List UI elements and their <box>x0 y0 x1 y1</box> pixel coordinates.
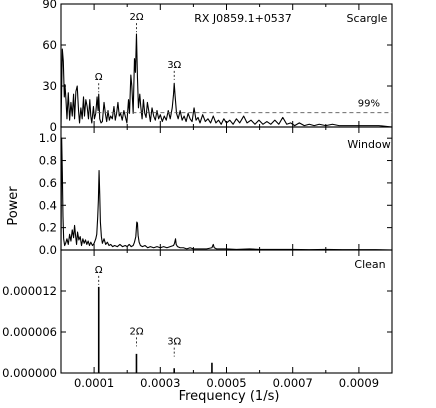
series-line <box>60 137 393 251</box>
series-line <box>60 33 393 128</box>
y-tick-label: 30 <box>42 79 57 93</box>
panel-window: 0.0 0.2 0.4 0.6 0.8 1.0 Window <box>39 126 393 257</box>
panel-clean: 0.000000 0.000006 0.000012 0.0001 0.0003 0.00… <box>2 249 393 390</box>
peak-label: Ω <box>95 265 103 276</box>
panel-title: Scargle <box>347 12 388 25</box>
x-tick-label: 0.0003 <box>140 376 180 390</box>
y-tick-label: 90 <box>42 0 57 11</box>
plot-frame <box>60 249 393 374</box>
y-tick-label: 0.8 <box>39 154 57 168</box>
y-tick-label: 0.2 <box>39 221 57 235</box>
y-tick-label: 0 <box>50 120 57 134</box>
x-tick-label: 0.0007 <box>273 376 313 390</box>
threshold-label: 99% <box>358 99 380 110</box>
x-tick-label: 0.0009 <box>339 376 379 390</box>
x-tick-label: 0.0005 <box>206 376 246 390</box>
y-axis-title: Power <box>6 186 21 226</box>
peak-label: 2Ω <box>129 326 143 337</box>
y-tick-label: 1.0 <box>39 131 57 145</box>
y-tick-label: 0.4 <box>39 198 57 212</box>
y-tick-label: 0.000000 <box>2 366 57 380</box>
x-axis-title: Frequency (1/s) <box>179 389 280 404</box>
peak-label: 2Ω <box>129 12 143 23</box>
peak-label: 3Ω <box>167 337 181 348</box>
object-name-label: RX J0859.1+0537 <box>194 12 292 25</box>
panels-group: 0 30 60 90 99% Ω 2Ω 3Ω Scargle 0.0 0.2 0.4 0.6 0.8 1.0… <box>2 0 393 390</box>
panel-title: Clean <box>354 258 385 271</box>
peak-label: 3Ω <box>167 60 181 71</box>
y-tick-label: 0.0 <box>39 243 57 257</box>
plot-frame <box>60 126 393 251</box>
x-tick-label: 0.0001 <box>74 376 114 390</box>
y-tick-label: 60 <box>42 38 57 52</box>
peak-label: Ω <box>95 72 103 83</box>
y-tick-label: 0.000006 <box>2 325 57 339</box>
panel-title: Window <box>347 138 390 151</box>
y-tick-label: 0.6 <box>39 176 57 190</box>
y-tick-label: 0.000012 <box>2 284 57 298</box>
